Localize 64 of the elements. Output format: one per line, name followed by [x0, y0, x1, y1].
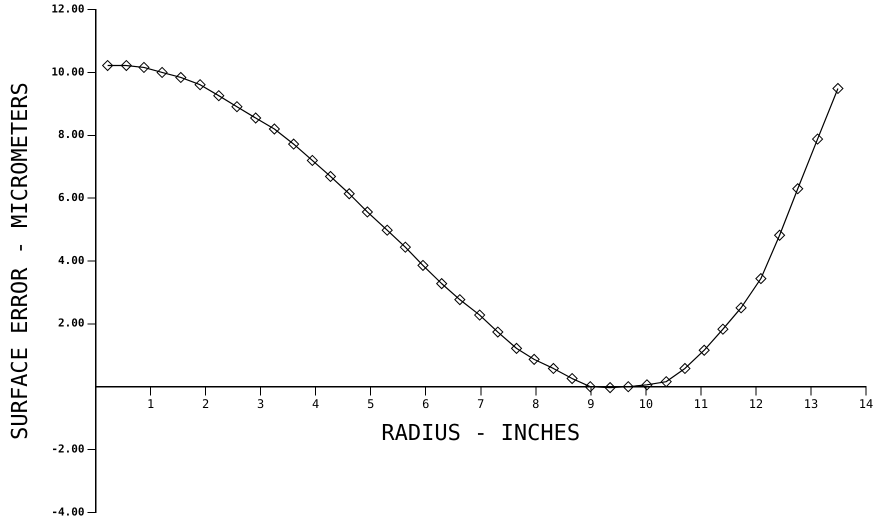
- x-tick-label: 12: [748, 397, 764, 412]
- point: [736, 302, 747, 314]
- point: [231, 101, 242, 112]
- x-tick-label: 9: [587, 397, 594, 412]
- x-tick-label: 6: [422, 397, 430, 412]
- point: [250, 112, 262, 124]
- point: [679, 362, 690, 374]
- x-tick-label: 5: [367, 397, 374, 412]
- point: [213, 90, 224, 102]
- point: [474, 310, 486, 321]
- point: [138, 62, 150, 73]
- x-tick-label: 7: [477, 397, 484, 412]
- point: [717, 324, 728, 335]
- point: [417, 260, 428, 271]
- point: [660, 376, 672, 388]
- x-tick-label: 13: [804, 397, 818, 412]
- point: [641, 379, 652, 390]
- point: [362, 206, 373, 218]
- point: [511, 342, 522, 354]
- point: [492, 326, 504, 338]
- point: [792, 183, 804, 194]
- x-tick-label: 10: [638, 397, 654, 412]
- point: [832, 82, 844, 94]
- point: [604, 382, 616, 394]
- point: [528, 354, 540, 365]
- y-axis-title: SURFACE ERROR - MICROMETERS: [8, 82, 33, 440]
- point: [194, 79, 206, 90]
- point: [548, 362, 559, 374]
- point: [400, 242, 411, 253]
- x-tick-label: 11: [694, 397, 708, 412]
- point: [382, 224, 393, 236]
- point: [306, 154, 318, 166]
- y-tick-label: -4.00: [51, 505, 85, 518]
- point: [288, 138, 300, 150]
- point: [566, 373, 578, 384]
- point: [156, 66, 168, 78]
- x-tick-label: 3: [257, 397, 264, 412]
- x-tick-label: 8: [532, 397, 540, 412]
- x-axis-title: RADIUS - INCHES: [381, 421, 580, 446]
- y-tick-label: 12.00: [51, 2, 85, 16]
- point: [344, 188, 355, 200]
- point: [175, 72, 186, 83]
- point: [102, 60, 114, 72]
- y-tick-label: 6.00: [58, 191, 85, 204]
- y-tick-label: 4.00: [58, 254, 85, 267]
- y-tick-label: 8.00: [58, 128, 85, 142]
- point: [120, 60, 132, 72]
- point: [268, 124, 280, 135]
- point: [436, 278, 448, 290]
- point: [584, 381, 596, 392]
- point: [755, 273, 766, 284]
- x-tick-label: 14: [858, 397, 874, 412]
- point: [698, 344, 710, 356]
- x-tick-label: 1: [146, 397, 154, 412]
- point: [622, 381, 634, 392]
- point: [325, 170, 336, 182]
- y-tick-label: 10.00: [51, 65, 85, 78]
- x-tick-label: 4: [312, 397, 320, 412]
- x-tick-label: 2: [202, 397, 210, 412]
- point: [774, 230, 786, 241]
- point: [454, 294, 466, 306]
- point: [812, 134, 824, 145]
- y-tick-label: -2.00: [51, 442, 85, 456]
- y-tick-label: 2.00: [58, 316, 85, 330]
